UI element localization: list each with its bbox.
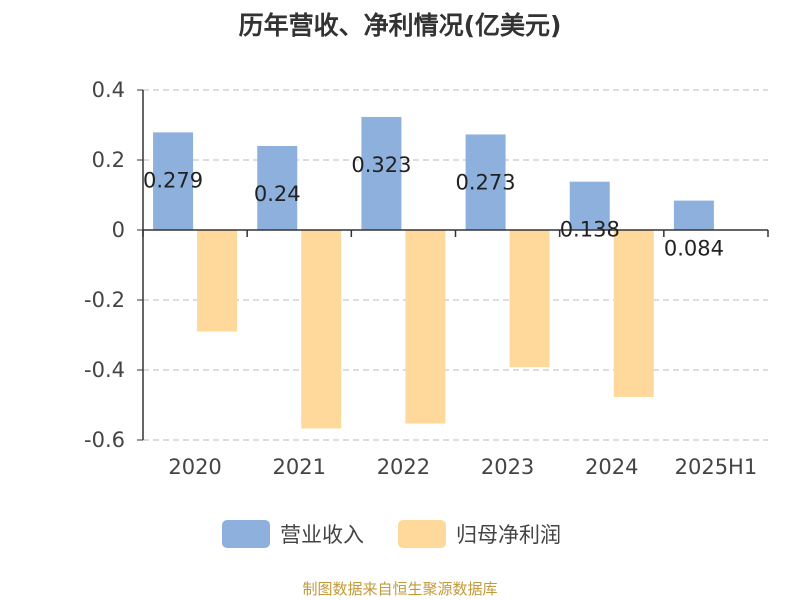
y-tick-label: -0.4 (84, 358, 125, 382)
data-label-revenue: 0.24 (254, 182, 301, 206)
legend-item-net-profit[interactable]: 归母净利润 (398, 519, 561, 549)
bar-revenue[interactable] (569, 181, 610, 230)
x-tick-label: 2021 (273, 455, 326, 479)
bar-revenue[interactable] (257, 146, 298, 230)
x-axis-ticks: 2020 2021 2022 2023 2024 2025H1 (168, 455, 757, 479)
data-label-revenue: 0.273 (456, 170, 516, 194)
data-label-revenue: 0.138 (560, 218, 620, 242)
bar-revenue[interactable] (153, 132, 194, 230)
data-source-note: 制图数据来自恒生聚源数据库 (302, 580, 498, 598)
y-axis-ticks: 0.4 0.2 0 -0.2 -0.4 -0.6 (84, 78, 143, 452)
bar-net-profit[interactable] (613, 230, 654, 397)
x-tick-label: 2020 (168, 455, 221, 479)
bar-revenue[interactable] (673, 200, 714, 230)
x-tick-label: 2023 (481, 455, 534, 479)
grid-lines (143, 89, 768, 441)
x-tick-label: 2025H1 (675, 455, 758, 479)
chart-title: 历年营收、净利情况(亿美元) (238, 11, 562, 40)
bar-net-profit[interactable] (197, 230, 238, 332)
bar-net-profit[interactable] (405, 230, 446, 424)
data-label-revenue: 0.323 (351, 153, 411, 177)
y-tick-label: 0 (112, 218, 125, 242)
y-tick-label: -0.2 (84, 288, 125, 312)
bar-revenue[interactable] (361, 116, 402, 230)
legend-label-net-profit: 归母净利润 (456, 523, 561, 547)
y-tick-label: -0.6 (84, 428, 125, 452)
data-labels: 0.279 0.24 0.323 0.273 0.138 0.084 (143, 153, 724, 261)
axes (142, 90, 769, 440)
legend-label-revenue: 营业收入 (280, 523, 364, 547)
data-label-revenue: 0.084 (664, 237, 724, 261)
y-tick-label: 0.2 (92, 148, 125, 172)
legend-swatch-revenue (222, 520, 270, 548)
legend-item-revenue[interactable]: 营业收入 (222, 519, 364, 549)
bar-net-profit[interactable] (509, 230, 550, 368)
x-tick-label: 2024 (585, 455, 638, 479)
data-label-revenue: 0.279 (143, 168, 203, 192)
x-tick-label: 2022 (377, 455, 430, 479)
y-tick-label: 0.4 (92, 78, 125, 102)
bar-revenue[interactable] (465, 134, 506, 230)
bar-net-profit[interactable] (301, 230, 342, 429)
legend-swatch-net-profit (398, 520, 446, 548)
bars (153, 116, 758, 429)
